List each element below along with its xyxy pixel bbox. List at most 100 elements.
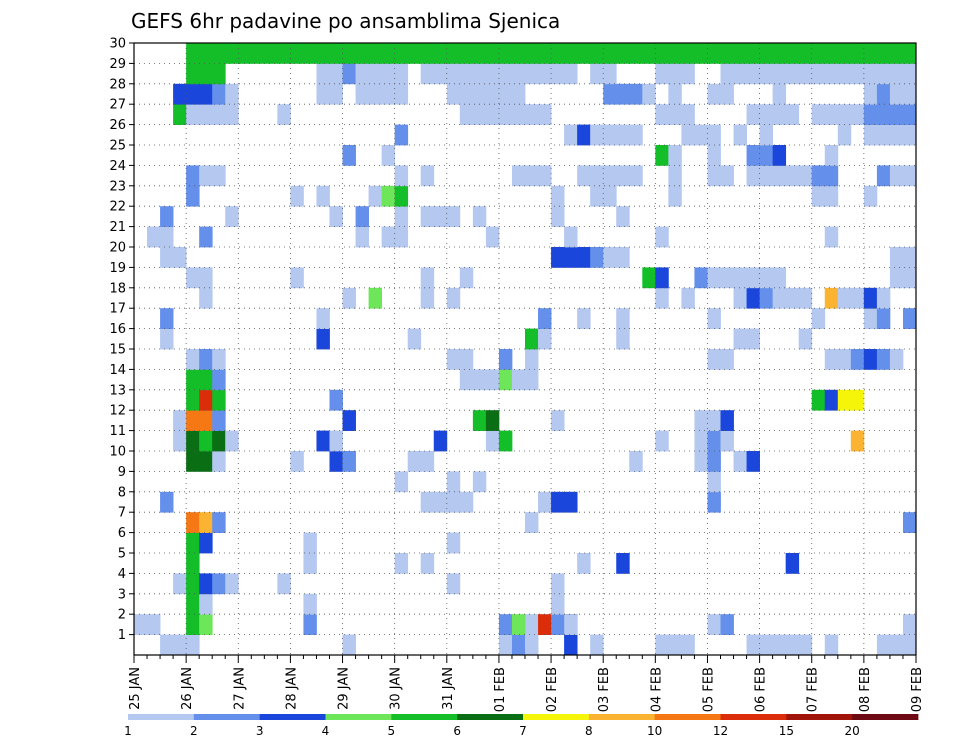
heatmap-cell	[459, 349, 474, 370]
heatmap-cell	[759, 63, 774, 85]
heatmap-cell	[681, 124, 695, 146]
heatmap-cell	[876, 43, 891, 64]
heatmap-cell	[329, 389, 343, 411]
heatmap-cell	[186, 165, 200, 187]
colorbar-label: 3	[256, 724, 264, 738]
heatmap-cell	[798, 63, 813, 85]
heatmap-cell	[186, 369, 200, 391]
colorbar: 1 2 3 4 5 6 7 8 10 12 15 20	[124, 714, 919, 738]
heatmap-cell	[824, 185, 839, 207]
heatmap-cell	[850, 287, 865, 309]
heatmap-cell	[876, 349, 891, 370]
heatmap-cell	[199, 532, 213, 554]
heatmap-cell	[850, 43, 865, 64]
heatmap-cell	[798, 165, 813, 187]
heatmap-cell	[303, 614, 317, 635]
heatmap-cell	[824, 349, 839, 370]
heatmap-cell	[746, 145, 760, 166]
heatmap-cell	[538, 43, 552, 64]
heatmap-cell	[420, 43, 435, 64]
heatmap-cell	[342, 63, 356, 85]
y-tick-label: 27	[109, 98, 126, 113]
heatmap-cell	[472, 43, 487, 64]
heatmap-cell	[212, 430, 226, 452]
heatmap-cell	[316, 83, 330, 105]
heatmap-cell	[590, 165, 604, 187]
heatmap-cell	[902, 634, 917, 656]
y-tick-label: 29	[109, 57, 126, 72]
heatmap-cell	[551, 491, 565, 513]
heatmap-cell	[186, 63, 200, 85]
heatmap-cell	[303, 43, 317, 64]
x-tick-label: 08 FEB	[858, 667, 873, 712]
heatmap-cell	[850, 389, 865, 411]
colorbar-label: 5	[388, 724, 396, 738]
heatmap-cell	[668, 63, 682, 85]
heatmap-cell	[173, 104, 187, 125]
heatmap-cell	[538, 328, 552, 350]
heatmap-cell	[629, 43, 643, 64]
y-tick-label: 14	[109, 363, 126, 378]
y-tick-label: 7	[118, 506, 126, 521]
heatmap-cell	[472, 83, 487, 105]
heatmap-cell	[420, 451, 435, 472]
heatmap-cell	[381, 83, 396, 105]
heatmap-cell	[433, 430, 448, 452]
heatmap-cell	[876, 287, 891, 309]
heatmap-cell	[577, 165, 591, 187]
heatmap-cell	[186, 43, 200, 64]
heatmap-cell	[850, 63, 865, 85]
heatmap-cell	[459, 63, 474, 85]
heatmap-cell	[720, 614, 734, 635]
heatmap-cell	[824, 63, 839, 85]
heatmap-cell	[889, 83, 904, 105]
y-tick-label: 23	[109, 179, 126, 194]
heatmap-cell	[785, 634, 800, 656]
heatmap-cell	[212, 104, 226, 125]
heatmap-cell	[525, 614, 539, 635]
heatmap-cell	[889, 63, 904, 85]
heatmap-cell	[420, 165, 435, 187]
heatmap-cell	[902, 247, 917, 268]
heatmap-cell	[824, 145, 839, 166]
x-tick-label: 04 FEB	[649, 667, 664, 712]
heatmap-cell	[681, 634, 695, 656]
heatmap-cell	[420, 553, 435, 574]
colorbar-swatch	[391, 714, 458, 720]
heatmap-cell	[433, 43, 448, 64]
y-tick-label: 20	[109, 241, 126, 256]
heatmap-cell	[225, 573, 239, 595]
heatmap-cell	[876, 308, 891, 329]
heatmap-cell	[759, 145, 774, 166]
heatmap-cell	[212, 512, 226, 533]
heatmap-cell	[381, 226, 396, 248]
heatmap-cell	[759, 287, 774, 309]
heatmap-cell	[720, 410, 734, 431]
heatmap-cell	[668, 83, 682, 105]
heatmap-cell	[668, 104, 682, 125]
heatmap-cell	[551, 185, 565, 207]
heatmap-cell	[707, 451, 721, 472]
heatmap-cell	[538, 308, 552, 329]
heatmap-cell	[160, 491, 174, 513]
y-tick-label: 5	[118, 547, 126, 562]
heatmap-cell	[485, 63, 500, 85]
heatmap-cell	[850, 430, 865, 452]
heatmap-cell	[316, 63, 330, 85]
heatmap-cell	[407, 328, 422, 350]
heatmap-cell	[655, 145, 669, 166]
heatmap-cell	[837, 349, 852, 370]
heatmap-cell	[616, 83, 630, 105]
heatmap-cell	[577, 247, 591, 268]
heatmap-cell	[433, 63, 448, 85]
heatmap-cell	[811, 185, 826, 207]
x-tick-label: 09 FEB	[910, 667, 925, 712]
heatmap-cell	[525, 512, 539, 533]
heatmap-cell	[668, 634, 682, 656]
heatmap-cell	[811, 63, 826, 85]
heatmap-cell	[824, 104, 839, 125]
heatmap-cell	[863, 43, 878, 64]
heatmap-cell	[655, 634, 669, 656]
y-tick-label: 6	[118, 526, 126, 541]
heatmap-cell	[694, 43, 708, 64]
